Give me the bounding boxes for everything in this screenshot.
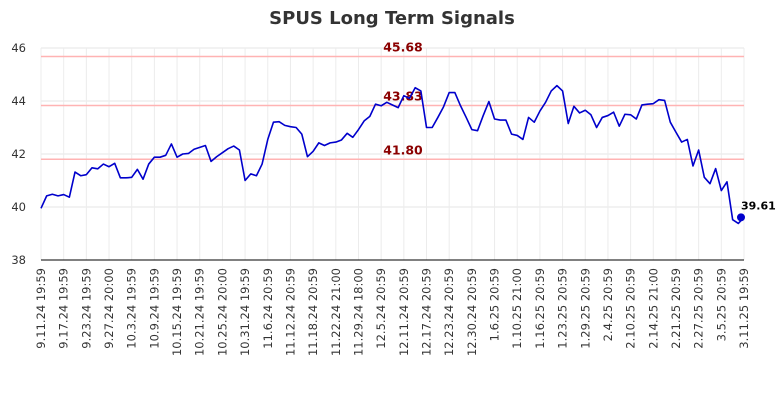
x-tick-label: 10.21.24 19:59 (193, 268, 207, 356)
x-tick-label: 9.17.24 19:59 (57, 268, 71, 349)
x-tick-label: 2.14.25 21:00 (646, 268, 660, 349)
x-tick-label: 3.11.25 19:59 (737, 268, 751, 349)
y-tick-label: 44 (11, 94, 26, 108)
x-tick-label: 12.11.24 20:59 (397, 268, 411, 356)
x-tick-label: 2.21.25 20:59 (669, 268, 683, 349)
reference-line-label: 45.68 (383, 39, 423, 54)
x-tick-label: 11.29.24 18:00 (351, 268, 365, 356)
x-tick-label: 12.5.24 20:59 (374, 268, 388, 349)
series-line (40, 84, 745, 225)
chart-title: SPUS Long Term Signals (269, 8, 515, 29)
x-tick-label: 2.4.25 20:59 (601, 268, 615, 341)
x-tick-label: 12.17.24 20:59 (420, 268, 434, 356)
x-tick-label: 12.30.24 20:59 (465, 268, 479, 356)
x-tick-label: 12.23.24 20:59 (442, 268, 456, 356)
x-tick-label: 10.25.24 20:00 (215, 268, 229, 356)
x-tick-label: 10.3.24 19:59 (125, 268, 139, 349)
x-tick-label: 10.9.24 19:59 (147, 268, 161, 349)
x-tick-label: 1.23.25 20:59 (556, 268, 570, 349)
x-tick-label: 1.6.25 20:59 (488, 268, 502, 341)
x-tick-label: 2.10.25 20:59 (624, 268, 638, 349)
x-tick-label: 10.15.24 19:59 (170, 268, 184, 356)
axis-layer: 38 40 42 44 46 9.11.24 19:59 9.17.24 19:59 9.23… (11, 41, 751, 356)
y-tick-label: 46 (11, 41, 26, 55)
x-tick-label: 1.16.25 20:59 (533, 268, 547, 349)
x-tick-label: 11.12.24 20:59 (283, 268, 297, 356)
grid-layer (40, 47, 745, 261)
x-tick-label: 11.18.24 20:59 (306, 268, 320, 356)
reference-line-label: 41.80 (383, 142, 423, 157)
x-tick-label: 9.23.24 19:59 (79, 268, 93, 349)
x-tick-label: 1.10.25 21:00 (510, 268, 524, 349)
y-tick-label: 40 (11, 200, 26, 214)
x-tick-label: 2.27.25 20:59 (692, 268, 706, 349)
x-tick-label: 9.27.24 20:00 (102, 268, 116, 349)
x-tick-label: 11.22.24 21:00 (329, 268, 343, 356)
x-tick-label: 1.29.25 20:59 (578, 268, 592, 349)
y-tick-label: 38 (11, 253, 26, 267)
x-tick-label: 3.5.25 20:59 (714, 268, 728, 341)
x-tick-label: 11.6.24 20:59 (261, 268, 275, 349)
x-tick-label: 10.31.24 19:59 (238, 268, 252, 356)
x-tick-label: 9.11.24 19:59 (34, 268, 48, 349)
last-point-marker (737, 213, 745, 222)
y-tick-label: 42 (11, 147, 26, 161)
last-value-label: 39.61 (741, 199, 776, 212)
series-layer: 39.61 (40, 84, 776, 225)
